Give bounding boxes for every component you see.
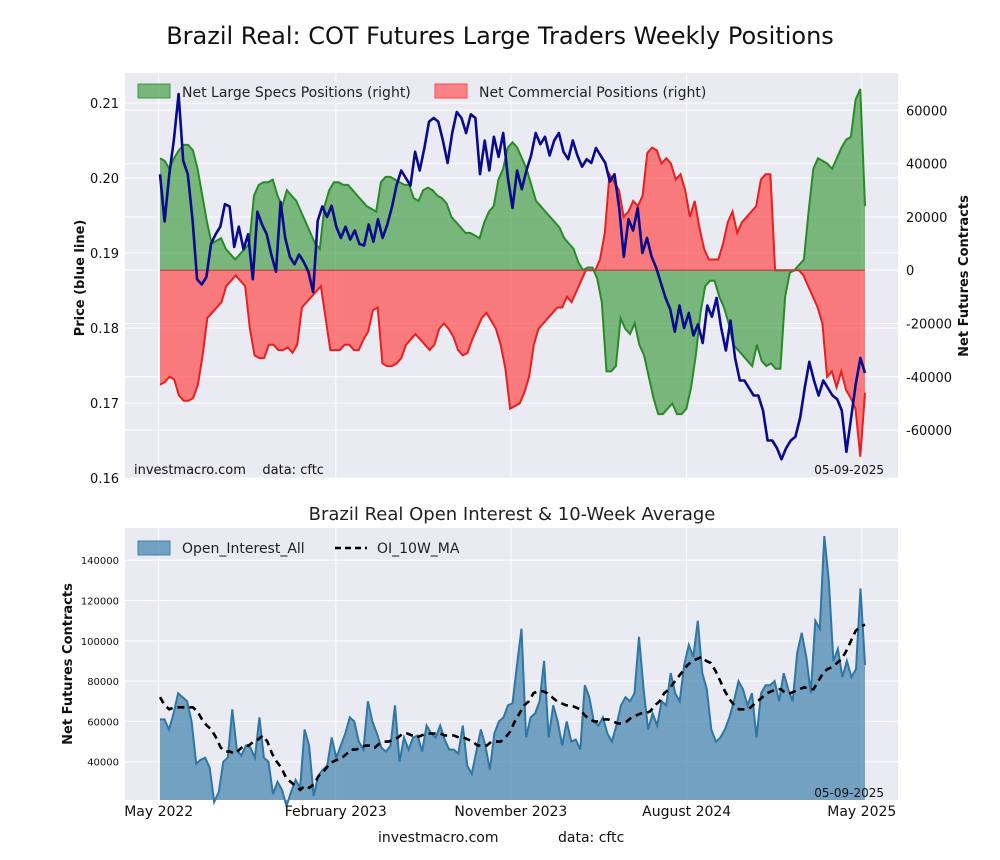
x-tick-label: November 2023 (454, 804, 567, 820)
bottom-y-tick-label: 120000 (81, 597, 119, 608)
top-left-tick-label: 0.17 (90, 397, 119, 412)
top-left-tick-label: 0.20 (90, 172, 119, 187)
top-price-series (158, 92, 867, 461)
bottom-y-tick-label: 60000 (87, 717, 119, 728)
top-right-tick-label: 40000 (906, 158, 947, 173)
legend-swatch-commercial (434, 83, 468, 99)
x-tick-label: May 2025 (827, 804, 896, 820)
top-ylabel-left: Price (blue line) (73, 220, 88, 337)
top-axes: 0.16 0.17 0.18 0.19 0.20 0.21 -60000 -40000 -200… (90, 97, 952, 487)
ma-line (158, 623, 866, 792)
specs-line (159, 88, 866, 416)
top-position-areas (159, 88, 866, 457)
top-legend: Net Large Specs Positions (right) Net Co… (137, 83, 706, 101)
bottom-y-tick-label: 140000 (81, 556, 119, 567)
bottom-ma-series (158, 623, 866, 792)
bottom-y-tick-label: 80000 (87, 677, 119, 688)
top-right-tick-label: 0 (906, 264, 914, 279)
bottom-axes: 40000 60000 80000 100000 120000 140000 May 202… (81, 556, 896, 820)
top-left-tick-label: 0.21 (90, 97, 119, 112)
bottom-date-label: 05-09-2025 (814, 786, 884, 800)
top-right-tick-label: -20000 (906, 317, 952, 332)
figure-title: Brazil Real: COT Futures Large Traders W… (166, 22, 834, 50)
top-ylabel-right: Net Futures Contracts (957, 195, 972, 357)
legend-swatch-specs (137, 83, 171, 99)
top-left-tick-label: 0.18 (90, 322, 119, 337)
top-watermark: investmacro.com data: cftc (134, 463, 324, 478)
commercial-area (160, 147, 865, 457)
footer-source: data: cftc (558, 830, 624, 846)
bottom-open-interest-area (160, 535, 866, 810)
specs-area (160, 89, 865, 415)
bottom-chart-title: Brazil Real Open Interest & 10-Week Aver… (309, 504, 716, 525)
top-left-tick-label: 0.16 (90, 472, 119, 487)
legend-label-commercial: Net Commercial Positions (right) (479, 85, 706, 101)
top-right-tick-label: -40000 (906, 371, 952, 386)
bottom-legend: Open_Interest_All OI_10W_MA (137, 540, 460, 557)
commercial-line (159, 146, 866, 457)
open-interest-line (160, 535, 866, 810)
price-line (158, 92, 867, 461)
bottom-y-tick-label: 100000 (81, 637, 119, 648)
top-left-tick-label: 0.19 (90, 247, 119, 262)
x-tick-label: August 2024 (642, 804, 731, 820)
top-right-tick-label: 60000 (906, 104, 947, 119)
top-date-label: 05-09-2025 (814, 463, 884, 477)
legend-label-ma: OI_10W_MA (377, 541, 460, 557)
open-interest-area (160, 536, 865, 806)
legend-swatch-open-interest (137, 540, 171, 556)
x-tick-label: May 2022 (124, 804, 193, 820)
footer-site: investmacro.com (378, 830, 498, 846)
x-tick-label: February 2023 (285, 804, 387, 820)
bottom-ylabel: Net Futures Contracts (61, 583, 76, 745)
bottom-y-tick-label: 40000 (87, 758, 119, 769)
top-right-tick-label: -60000 (906, 424, 952, 439)
legend-label-specs: Net Large Specs Positions (right) (182, 85, 411, 101)
top-right-tick-label: 20000 (906, 211, 947, 226)
legend-label-open-interest: Open_Interest_All (182, 541, 305, 557)
